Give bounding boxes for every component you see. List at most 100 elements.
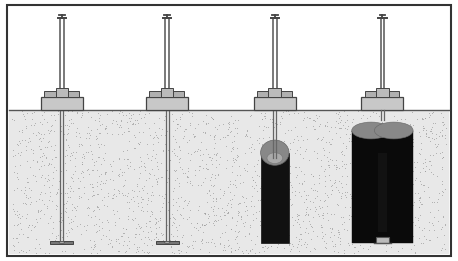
- Point: [134, 222, 141, 226]
- Point: [304, 232, 311, 236]
- Point: [236, 245, 243, 249]
- Point: [225, 125, 233, 129]
- Point: [87, 133, 94, 137]
- Point: [406, 123, 414, 127]
- Point: [332, 177, 339, 182]
- Point: [371, 126, 378, 130]
- Point: [117, 119, 124, 123]
- Point: [185, 245, 192, 249]
- Point: [61, 161, 69, 165]
- Point: [438, 246, 446, 250]
- Point: [240, 200, 248, 204]
- Point: [144, 251, 151, 255]
- Point: [225, 127, 232, 131]
- Point: [158, 175, 166, 180]
- Point: [228, 216, 235, 220]
- Point: [226, 182, 234, 186]
- Point: [13, 186, 20, 190]
- Point: [123, 200, 131, 204]
- Point: [175, 247, 182, 252]
- Point: [209, 117, 217, 121]
- Point: [266, 181, 273, 185]
- Point: [211, 219, 218, 223]
- Point: [169, 234, 176, 238]
- Point: [303, 204, 310, 209]
- Point: [90, 163, 98, 167]
- Point: [285, 242, 293, 246]
- Point: [429, 121, 436, 125]
- Point: [265, 185, 272, 189]
- Point: [124, 163, 131, 167]
- Point: [231, 248, 238, 252]
- Point: [33, 217, 40, 221]
- Point: [321, 148, 328, 152]
- Point: [296, 249, 303, 253]
- Point: [121, 250, 128, 254]
- Point: [212, 218, 219, 223]
- Point: [91, 223, 98, 227]
- Point: [173, 200, 180, 204]
- Point: [111, 220, 119, 224]
- Point: [425, 195, 433, 199]
- Point: [311, 149, 318, 153]
- Point: [442, 247, 449, 251]
- Point: [315, 176, 322, 180]
- Point: [237, 215, 245, 219]
- Point: [9, 206, 16, 211]
- Point: [422, 164, 430, 169]
- Point: [358, 161, 365, 165]
- Point: [11, 164, 19, 168]
- Point: [195, 228, 202, 232]
- Point: [294, 213, 302, 217]
- Point: [307, 223, 314, 228]
- Point: [37, 155, 44, 159]
- Point: [382, 187, 389, 191]
- Point: [426, 113, 434, 117]
- Point: [186, 208, 193, 212]
- Point: [411, 243, 418, 247]
- Point: [437, 227, 444, 231]
- Point: [279, 152, 286, 156]
- Point: [209, 191, 217, 195]
- Point: [309, 225, 316, 229]
- Point: [49, 175, 57, 180]
- Point: [94, 180, 101, 184]
- Point: [349, 131, 357, 135]
- Point: [369, 216, 376, 221]
- Point: [29, 173, 37, 177]
- Point: [224, 244, 231, 248]
- Point: [412, 250, 419, 254]
- Point: [434, 219, 442, 223]
- Bar: [172, 91, 184, 97]
- Point: [271, 143, 278, 147]
- Point: [57, 191, 65, 195]
- Point: [328, 226, 336, 230]
- Point: [372, 141, 379, 146]
- Point: [69, 227, 76, 231]
- Point: [75, 193, 82, 198]
- Point: [196, 153, 203, 157]
- Point: [137, 195, 144, 199]
- Point: [65, 143, 72, 147]
- Point: [172, 116, 180, 121]
- Point: [104, 218, 111, 223]
- Point: [115, 216, 123, 220]
- Point: [78, 232, 85, 236]
- Point: [237, 201, 244, 205]
- Point: [199, 130, 207, 134]
- Point: [385, 161, 392, 165]
- Point: [327, 212, 334, 216]
- Point: [247, 199, 255, 203]
- Point: [297, 134, 304, 138]
- Point: [369, 110, 376, 114]
- Point: [90, 208, 97, 212]
- Point: [296, 152, 303, 156]
- Point: [376, 150, 383, 154]
- Point: [80, 185, 87, 189]
- Point: [419, 228, 426, 233]
- Point: [442, 126, 450, 130]
- Point: [398, 230, 406, 234]
- Point: [124, 191, 131, 195]
- Point: [67, 175, 75, 179]
- Point: [284, 171, 292, 175]
